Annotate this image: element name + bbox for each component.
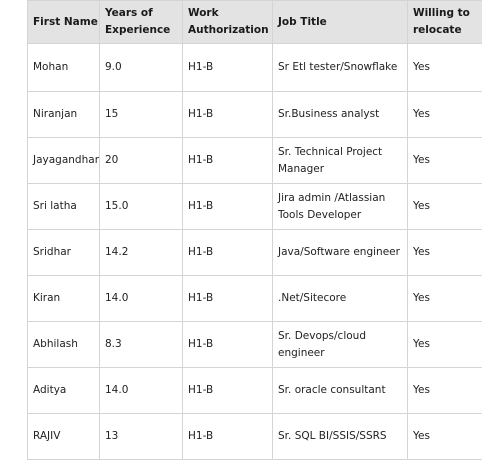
cell-willing-to-relocate: Yes — [408, 322, 482, 368]
cell-years-of-experience: 9.0 — [100, 44, 183, 92]
cell-job-title: Sr.Business analyst — [273, 92, 408, 138]
cell-years-of-experience: 15.0 — [100, 184, 183, 230]
cell-work-authorization: H1-B — [183, 44, 273, 92]
cell-first-name: Kiran — [28, 276, 100, 322]
cell-job-title: Sr Etl tester/Snowflake — [273, 44, 408, 92]
cell-first-name: RAJIV — [28, 414, 100, 460]
cell-willing-to-relocate: Yes — [408, 184, 482, 230]
table-row: Mohan 9.0 H1-B Sr Etl tester/Snowflake Y… — [28, 44, 482, 92]
cell-work-authorization: H1-B — [183, 414, 273, 460]
table-row: Sridhar 14.2 H1-B Java/Software engineer… — [28, 230, 482, 276]
cell-first-name: Abhilash — [28, 322, 100, 368]
cell-job-title: Java/Software engineer — [273, 230, 408, 276]
cell-work-authorization: H1-B — [183, 322, 273, 368]
cell-job-title: Sr. Technical Project Manager — [273, 138, 408, 184]
candidate-table: First Name Years of Experience Work Auth… — [27, 0, 482, 460]
cell-years-of-experience: 20 — [100, 138, 183, 184]
header-job-title: Job Title — [273, 1, 408, 44]
cell-job-title: Sr. Devops/cloud engineer — [273, 322, 408, 368]
cell-years-of-experience: 14.0 — [100, 276, 183, 322]
cell-first-name: Aditya — [28, 368, 100, 414]
table-header-row: First Name Years of Experience Work Auth… — [28, 1, 482, 44]
candidate-table-container: First Name Years of Experience Work Auth… — [27, 0, 482, 460]
cell-job-title: Sr. oracle consultant — [273, 368, 408, 414]
cell-work-authorization: H1-B — [183, 92, 273, 138]
cell-willing-to-relocate: Yes — [408, 276, 482, 322]
cell-willing-to-relocate: Yes — [408, 230, 482, 276]
cell-work-authorization: H1-B — [183, 138, 273, 184]
cell-first-name: Jayagandhan — [28, 138, 100, 184]
table-row: Abhilash 8.3 H1-B Sr. Devops/cloud engin… — [28, 322, 482, 368]
cell-job-title: Sr. SQL BI/SSIS/SSRS — [273, 414, 408, 460]
cell-work-authorization: H1-B — [183, 368, 273, 414]
header-years-of-experience: Years of Experience — [100, 1, 183, 44]
cell-job-title: .Net/Sitecore — [273, 276, 408, 322]
table-row: Sri latha 15.0 H1-B Jira admin /Atlassia… — [28, 184, 482, 230]
header-first-name: First Name — [28, 1, 100, 44]
cell-work-authorization: H1-B — [183, 230, 273, 276]
cell-first-name: Sridhar — [28, 230, 100, 276]
cell-years-of-experience: 8.3 — [100, 322, 183, 368]
cell-years-of-experience: 13 — [100, 414, 183, 460]
table-row: Jayagandhan 20 H1-B Sr. Technical Projec… — [28, 138, 482, 184]
cell-first-name: Niranjan — [28, 92, 100, 138]
cell-years-of-experience: 14.0 — [100, 368, 183, 414]
table-row: Niranjan 15 H1-B Sr.Business analyst Yes — [28, 92, 482, 138]
header-work-authorization: Work Authorization — [183, 1, 273, 44]
table-row: RAJIV 13 H1-B Sr. SQL BI/SSIS/SSRS Yes — [28, 414, 482, 460]
table-row: Kiran 14.0 H1-B .Net/Sitecore Yes — [28, 276, 482, 322]
cell-first-name: Mohan — [28, 44, 100, 92]
cell-willing-to-relocate: Yes — [408, 138, 482, 184]
cell-years-of-experience: 14.2 — [100, 230, 183, 276]
cell-first-name: Sri latha — [28, 184, 100, 230]
header-willing-to-relocate: Willing to relocate — [408, 1, 482, 44]
cell-job-title: Jira admin /Atlassian Tools Developer — [273, 184, 408, 230]
cell-work-authorization: H1-B — [183, 184, 273, 230]
table-row: Aditya 14.0 H1-B Sr. oracle consultant Y… — [28, 368, 482, 414]
cell-willing-to-relocate: Yes — [408, 414, 482, 460]
cell-willing-to-relocate: Yes — [408, 44, 482, 92]
cell-willing-to-relocate: Yes — [408, 92, 482, 138]
cell-willing-to-relocate: Yes — [408, 368, 482, 414]
cell-work-authorization: H1-B — [183, 276, 273, 322]
cell-years-of-experience: 15 — [100, 92, 183, 138]
